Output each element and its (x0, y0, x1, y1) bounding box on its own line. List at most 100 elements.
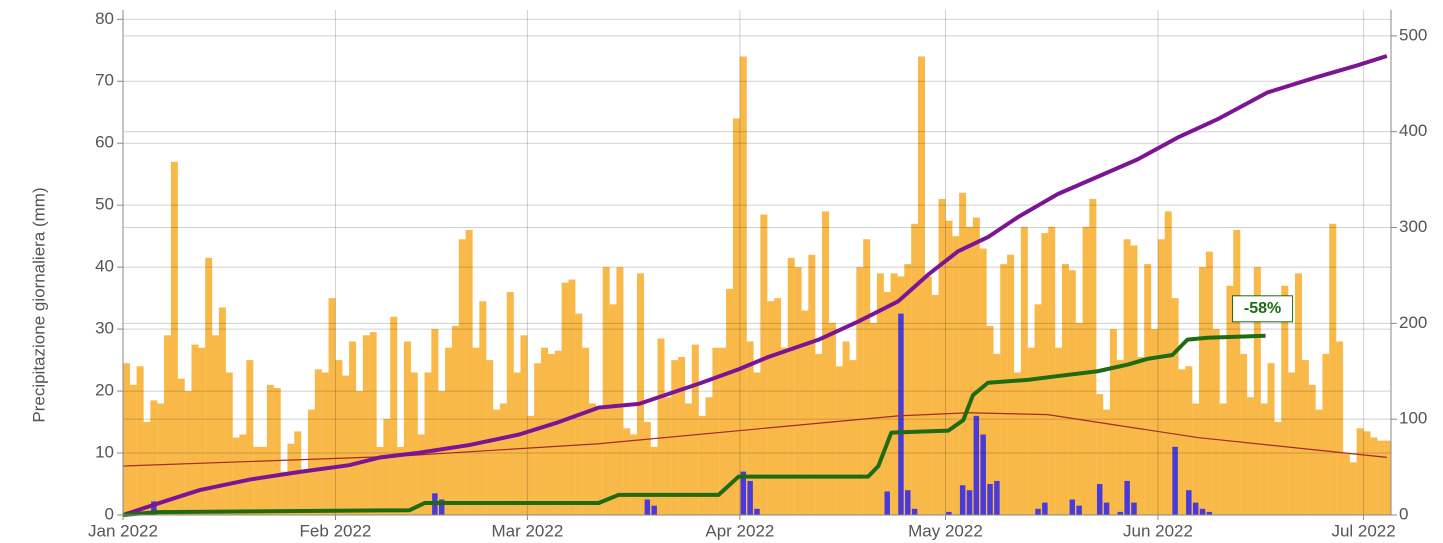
bar (1151, 329, 1159, 515)
bar (1186, 490, 1192, 515)
bar (1377, 440, 1385, 515)
bar (651, 505, 657, 515)
bar (424, 372, 432, 515)
bar (924, 276, 932, 515)
bar (1164, 211, 1172, 515)
bar (1253, 267, 1261, 515)
bar (260, 446, 268, 515)
bar (994, 480, 1000, 515)
bar (280, 471, 288, 515)
bar (349, 341, 357, 515)
bar (780, 347, 788, 515)
bar (328, 298, 336, 515)
bar (1342, 453, 1350, 515)
bar (1041, 233, 1049, 515)
bar (506, 291, 514, 515)
bar (1212, 329, 1220, 515)
bar (609, 304, 617, 515)
y2-tick-label: 200 (1399, 313, 1427, 332)
bar (980, 434, 986, 515)
bar (438, 499, 445, 515)
y-tick-label: 50 (95, 195, 114, 214)
bar (1055, 347, 1063, 515)
bar (595, 409, 603, 515)
bar (1315, 409, 1323, 515)
bar (870, 322, 878, 515)
bar (1185, 366, 1193, 515)
bar (266, 384, 274, 515)
x-tick-label: Jun 2022 (1123, 521, 1193, 540)
bar (918, 56, 925, 516)
bar (383, 418, 391, 515)
bar (1356, 428, 1364, 515)
bar (732, 118, 740, 516)
bar (664, 397, 672, 515)
bar (1178, 369, 1186, 515)
bar (726, 288, 734, 515)
bar (355, 391, 363, 515)
bar (561, 282, 569, 515)
bar (746, 341, 754, 515)
x-tick-label: Apr 2022 (705, 521, 774, 540)
bar (493, 409, 501, 515)
bar (643, 422, 651, 515)
bar (822, 211, 830, 515)
bar (1199, 267, 1207, 515)
bar (1020, 226, 1028, 516)
bar (321, 372, 329, 515)
bar (1117, 511, 1124, 515)
x-tick-label: Mar 2022 (491, 521, 563, 540)
bar (376, 446, 384, 515)
bar (1076, 505, 1082, 515)
bar (1199, 508, 1206, 515)
bar (904, 264, 912, 515)
bar (287, 443, 295, 515)
bar (1109, 329, 1117, 515)
bar (1349, 462, 1357, 515)
bar (225, 372, 233, 515)
bar (1363, 431, 1371, 515)
bar (965, 226, 973, 516)
bar (1103, 409, 1111, 515)
bar (1322, 353, 1330, 515)
bar (945, 220, 953, 515)
bar (630, 434, 638, 515)
bar (1068, 270, 1076, 515)
bar (1370, 437, 1378, 515)
y-axis-label: Precipitazione giornaliera (mm) (29, 187, 48, 422)
bar (513, 372, 521, 515)
bar (1103, 502, 1110, 515)
bar (129, 384, 137, 515)
bar (616, 267, 624, 515)
bar (1260, 403, 1268, 515)
bar (1336, 341, 1344, 515)
bar (1089, 198, 1097, 515)
bar (1281, 285, 1289, 515)
bar (760, 214, 768, 516)
bar (905, 490, 911, 515)
bar (151, 501, 157, 515)
bar (451, 326, 459, 515)
bar (1171, 298, 1179, 515)
bar (747, 480, 753, 515)
y-tick-label: 40 (95, 257, 114, 276)
bar (774, 298, 782, 515)
bar (465, 229, 473, 515)
bar (589, 403, 596, 515)
x-tick-label: May 2022 (908, 521, 983, 540)
bar (1144, 264, 1152, 515)
bar (691, 344, 699, 515)
bar (1240, 353, 1248, 515)
bar (794, 267, 802, 515)
bar (239, 434, 247, 515)
bar (1096, 394, 1104, 515)
bar (801, 310, 809, 515)
bar (1027, 347, 1035, 515)
bar (987, 484, 993, 515)
bar (499, 403, 507, 515)
bar (568, 279, 576, 515)
bar (547, 353, 555, 515)
bar (842, 341, 850, 515)
bar (849, 360, 857, 515)
